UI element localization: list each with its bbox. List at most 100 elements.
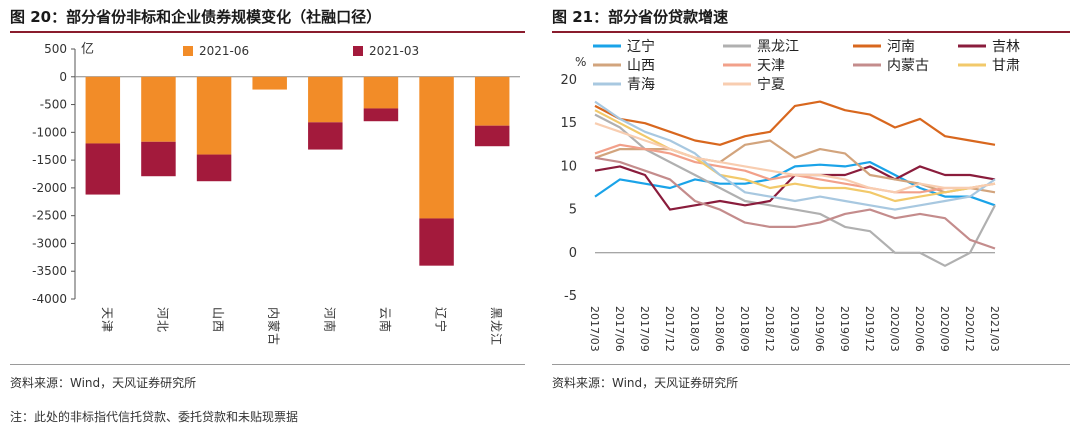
x-tick-label: 西 <box>211 320 225 332</box>
y-axis-unit: % <box>575 55 586 69</box>
left-note: 注：此处的非标指代信托贷款、委托贷款和未贴现票据 <box>10 410 299 424</box>
left-source: 资料来源：Wind，天风证券研究所 <box>10 376 197 390</box>
series-line <box>594 122 996 194</box>
bar-h1 <box>363 76 399 109</box>
x-tick-label: 山 <box>211 307 225 319</box>
x-tick-label: 蒙 <box>267 320 281 332</box>
legend-label: 黑龙江 <box>757 39 799 55</box>
y-tick-label: -2500 <box>32 209 67 223</box>
x-tick-label: 黑 <box>489 307 503 319</box>
bar-h1 <box>141 76 176 142</box>
legend-label: 2021-03 <box>369 44 419 58</box>
x-tick-label: 天 <box>100 307 114 319</box>
legend-label: 天津 <box>757 58 785 74</box>
y-tick-label: -5 <box>564 289 577 304</box>
x-tick-label: 2017/06 <box>613 306 626 352</box>
bar-q1 <box>141 141 176 177</box>
bar-h1 <box>196 76 232 155</box>
legend-label: 河南 <box>887 39 915 55</box>
x-tick-label: 北 <box>155 320 169 332</box>
legend-label: 山西 <box>627 58 655 74</box>
y-tick-label: -2000 <box>32 181 67 195</box>
x-tick-label: 2019/03 <box>788 306 801 352</box>
x-tick-label: 南 <box>378 320 393 332</box>
y-tick-label: 0 <box>569 246 577 261</box>
bar-q1 <box>196 154 232 182</box>
line-chart: % 20 15 10 5 0 -5 2017/03 2017/06 2017/09 2017/12 2… <box>560 38 1020 352</box>
x-tick-label: 2018/03 <box>688 306 701 352</box>
x-tick-label: 2017/03 <box>588 306 601 352</box>
series-line <box>594 113 996 267</box>
left-figure-title: 图 20：部分省份非标和企业债券规模变化（社融口径） <box>10 8 382 26</box>
y-tick-label: 500 <box>44 42 67 56</box>
y-tick-label: -1000 <box>32 125 67 139</box>
bar-q1 <box>419 218 454 266</box>
right-title-rule <box>552 31 1070 33</box>
x-tick-label: 2020/12 <box>963 306 976 352</box>
bar-h1 <box>308 76 343 123</box>
right-source: 资料来源：Wind，天风证券研究所 <box>552 376 739 390</box>
series-line <box>594 156 996 250</box>
y-tick-label: -1500 <box>32 153 67 167</box>
legend-label: 甘肃 <box>992 58 1020 74</box>
series-line <box>594 100 996 146</box>
bar-q1 <box>363 108 399 122</box>
x-tick-label: 2018/12 <box>763 306 776 352</box>
x-tick-label: 云 <box>378 307 392 319</box>
x-tick-label: 河 <box>155 307 169 319</box>
left-bottom-rule <box>10 364 525 365</box>
x-tick-label: 2019/06 <box>813 306 826 352</box>
series-line <box>594 139 996 194</box>
x-tick-label: 龙 <box>489 320 503 332</box>
bar-q1 <box>474 125 510 147</box>
bar-h1 <box>419 76 454 219</box>
legend-label: 青海 <box>627 77 655 93</box>
series-line <box>594 100 996 211</box>
x-tick-label: 河 <box>322 307 336 319</box>
y-tick-label: 10 <box>560 159 577 174</box>
bar-h1 <box>474 76 510 126</box>
series-line <box>594 109 996 203</box>
x-tick-label: 2020/06 <box>913 306 926 352</box>
legend-swatch <box>183 46 193 56</box>
bar-h1 <box>252 76 287 90</box>
bar-q1 <box>308 122 343 150</box>
right-bottom-rule <box>552 364 1070 365</box>
right-figure-title: 图 21：部分省份贷款增速 <box>552 8 729 26</box>
y-tick-label: 20 <box>560 73 577 88</box>
y-tick-label: 15 <box>560 116 577 131</box>
x-tick-label: 内 <box>267 307 281 319</box>
x-tick-label: 2018/06 <box>713 306 726 352</box>
x-tick-label: 2020/09 <box>938 306 951 352</box>
x-tick-label: 江 <box>489 333 503 345</box>
legend-label: 辽宁 <box>627 38 655 55</box>
x-tick-label: 辽 <box>434 307 448 319</box>
legend-label: 2021-06 <box>199 44 249 58</box>
y-tick-label: 0 <box>59 70 67 84</box>
y-tick-label: -500 <box>40 98 67 112</box>
bar-h1 <box>85 76 121 144</box>
y-tick-label: -3000 <box>32 236 67 250</box>
legend-label: 宁夏 <box>757 76 785 93</box>
bar-chart: 500 0 -500 -1000 -1500 -2000 -2500 -3000 -3500 -4… <box>32 42 520 345</box>
x-tick-label: 南 <box>322 320 337 332</box>
legend-label: 吉林 <box>992 39 1020 55</box>
x-tick-label: 2020/03 <box>888 306 901 352</box>
x-tick-label: 2021/03 <box>988 306 1001 352</box>
x-tick-label: 2019/12 <box>863 306 876 352</box>
x-tick-label: 2017/09 <box>638 306 651 352</box>
x-tick-label: 津 <box>100 320 114 332</box>
y-tick-label: -3500 <box>32 264 67 278</box>
y-axis-unit: 亿 <box>81 42 94 57</box>
x-tick-label: 宁 <box>434 320 449 332</box>
y-tick-label: 5 <box>569 203 577 218</box>
legend-label: 内蒙古 <box>887 58 929 74</box>
x-tick-label: 2017/12 <box>663 306 676 352</box>
left-title-rule <box>10 31 525 33</box>
y-tick-label: -4000 <box>32 292 67 306</box>
x-tick-label: 2018/09 <box>738 306 751 352</box>
legend-swatch <box>353 46 363 56</box>
x-tick-label: 2019/09 <box>838 306 851 352</box>
bar-q1 <box>85 143 121 195</box>
x-tick-label: 古 <box>267 333 282 345</box>
